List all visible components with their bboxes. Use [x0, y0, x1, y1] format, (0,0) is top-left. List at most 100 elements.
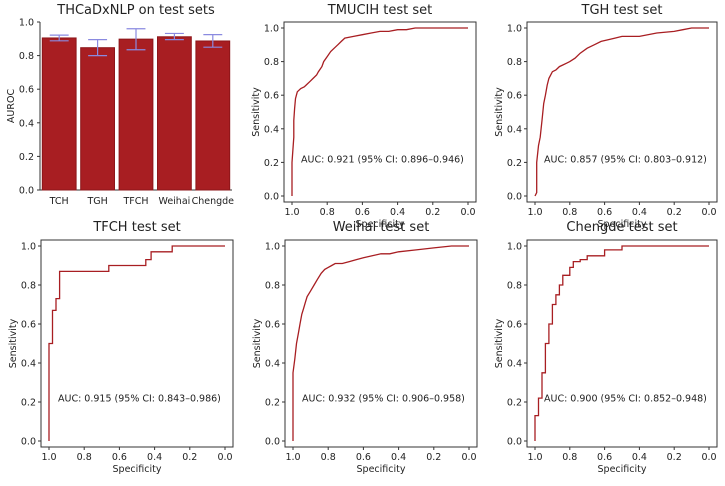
- x-tick-label: 0.0: [217, 452, 232, 463]
- y-tick-label: 0.4: [19, 118, 34, 129]
- x-tick-label: 0.8: [562, 207, 577, 218]
- x-tick-label: 0.4: [147, 452, 162, 463]
- roc-curve: [534, 27, 709, 197]
- auc-annotation: AUC: 0.932 (95% CI: 0.906–0.958): [302, 393, 465, 404]
- y-tick-label: 0.8: [507, 281, 522, 292]
- x-tick-label: 0.6: [597, 452, 612, 463]
- y-axis-label: Sensitivity: [494, 87, 505, 137]
- panel-title: TFCH test set: [92, 220, 180, 235]
- x-axis-label: Specificity: [598, 219, 647, 230]
- panel-5: Weihai test set 1.0 0.8 0.6 0.4 0.2 0.0 0.0 0.2 0…: [252, 220, 478, 475]
- y-tick-label: 0.4: [507, 124, 522, 135]
- x-tick-label: 0.8: [77, 452, 92, 463]
- error-bar-tch: [49, 34, 69, 42]
- y-axis-label: AUROC: [6, 89, 17, 124]
- y-tick-label: 0.8: [21, 281, 36, 292]
- auc-annotation: AUC: 0.921 (95% CI: 0.896–0.946): [301, 154, 464, 165]
- x-tick-label: 1.0: [527, 452, 542, 463]
- x-tick-label: 1.0: [285, 452, 300, 463]
- panel-4: TFCH test set 1.0 0.8 0.6 0.4 0.2 0.0 0.0 0.2 0.4…: [8, 220, 234, 475]
- y-tick-label: 1.0: [265, 242, 280, 253]
- auc-annotation: AUC: 0.915 (95% CI: 0.843–0.986): [58, 393, 221, 404]
- x-tick-label: 1.0: [527, 207, 542, 218]
- x-tick-label: 0.8: [562, 452, 577, 463]
- panel-6: Chengde test set 1.0 0.8 0.6 0.4 0.2 0.0 0.0 0.2…: [494, 220, 718, 475]
- y-tick-label: 0.8: [507, 57, 522, 68]
- plot-frame: [526, 239, 718, 448]
- y-tick-label: 1.0: [19, 18, 34, 29]
- panel-1: THCaDxNLP on test sets 0.0 0.2 0.4 0.6 0.8 1.0…: [6, 3, 234, 207]
- y-axis-label: Sensitivity: [252, 318, 263, 368]
- x-tick-label: TGH: [86, 196, 107, 207]
- y-tick-label: 0.6: [265, 320, 280, 331]
- roc-curve: [291, 27, 468, 196]
- y-axis-label: Sensitivity: [494, 318, 505, 368]
- x-tick-label: 0.0: [461, 452, 476, 463]
- x-tick-label: TFCH: [122, 196, 148, 207]
- y-tick-label: 0.8: [264, 57, 279, 68]
- x-tick-label: TCH: [49, 196, 69, 207]
- bar-tgh: [80, 47, 115, 191]
- panel-3: TGH test set 1.0 0.8 0.6 0.4 0.2 0.0 0.0 0.2 0.4 0…: [494, 3, 718, 230]
- x-axis-label: Specificity: [113, 464, 162, 475]
- x-axis-label: Specificity: [357, 464, 406, 475]
- panel-title: Weihai test set: [333, 220, 430, 235]
- panel-title: TMUCIH test set: [327, 3, 432, 18]
- error-bar-weihai: [164, 32, 184, 41]
- y-tick-label: 0.0: [507, 437, 522, 448]
- y-tick-label: 0.6: [19, 85, 34, 96]
- y-axis-label: Sensitivity: [251, 87, 262, 137]
- x-tick-label: 0.6: [355, 207, 370, 218]
- x-tick-label: 0.2: [426, 452, 441, 463]
- y-tick-label: 0.4: [507, 359, 522, 370]
- x-tick-label: 0.2: [182, 452, 197, 463]
- x-tick-label: 0.0: [460, 207, 475, 218]
- y-tick-label: 1.0: [264, 24, 279, 35]
- x-tick-label: 0.6: [356, 452, 371, 463]
- y-tick-label: 0.8: [265, 281, 280, 292]
- y-tick-label: 0.4: [265, 359, 280, 370]
- bar-tfch: [118, 38, 154, 191]
- x-tick-label: 1.0: [284, 207, 299, 218]
- x-tick-label: 0.6: [112, 452, 127, 463]
- bar-weihai: [157, 36, 192, 191]
- y-tick-label: 0.2: [507, 398, 522, 409]
- error-bar-tfch: [126, 28, 146, 51]
- y-tick-label: 0.4: [264, 124, 279, 135]
- y-tick-label: 0.6: [507, 91, 522, 102]
- y-tick-label: 0.4: [21, 359, 36, 370]
- y-tick-label: 0.0: [265, 437, 280, 448]
- x-tick-label: Chengde: [192, 196, 235, 207]
- x-tick-label: 0.2: [667, 452, 682, 463]
- y-tick-label: 1.0: [507, 242, 522, 253]
- y-tick-label: 0.8: [19, 51, 34, 62]
- y-tick-label: 0.6: [21, 320, 36, 331]
- auc-annotation: AUC: 0.857 (95% CI: 0.803–0.912): [544, 154, 707, 165]
- y-axis-label: Sensitivity: [8, 318, 19, 368]
- auc-annotation: AUC: 0.900 (95% CI: 0.852–0.948): [544, 393, 707, 404]
- y-tick-label: 1.0: [21, 242, 36, 253]
- roc-curve: [534, 245, 709, 441]
- x-tick-label: 0.8: [321, 452, 336, 463]
- x-tick-label: Weihai: [158, 196, 190, 207]
- x-tick-label: 0.2: [667, 207, 682, 218]
- y-tick-label: 0.0: [21, 437, 36, 448]
- panel-title: THCaDxNLP on test sets: [56, 3, 215, 18]
- panel-2: TMUCIH test set 1.0 0.8 0.6 0.4 0.2 0.0 0.0 0.2 0…: [251, 3, 477, 230]
- x-tick-label: 0.6: [597, 207, 612, 218]
- x-tick-label: 0.0: [701, 452, 716, 463]
- y-tick-label: 0.2: [507, 158, 522, 169]
- bar-tch: [41, 37, 77, 191]
- x-tick-label: 1.0: [41, 452, 56, 463]
- panel-title: TGH test set: [581, 3, 663, 18]
- y-tick-label: 0.0: [507, 192, 522, 203]
- y-tick-label: 0.2: [21, 398, 36, 409]
- x-tick-label: 0.4: [391, 452, 406, 463]
- y-tick-label: 0.0: [19, 186, 34, 197]
- roc-curve: [48, 245, 225, 441]
- x-tick-label: 0.2: [425, 207, 440, 218]
- bar-chengde: [195, 40, 231, 191]
- x-tick-label: 0.4: [632, 452, 647, 463]
- y-tick-label: 0.0: [264, 192, 279, 203]
